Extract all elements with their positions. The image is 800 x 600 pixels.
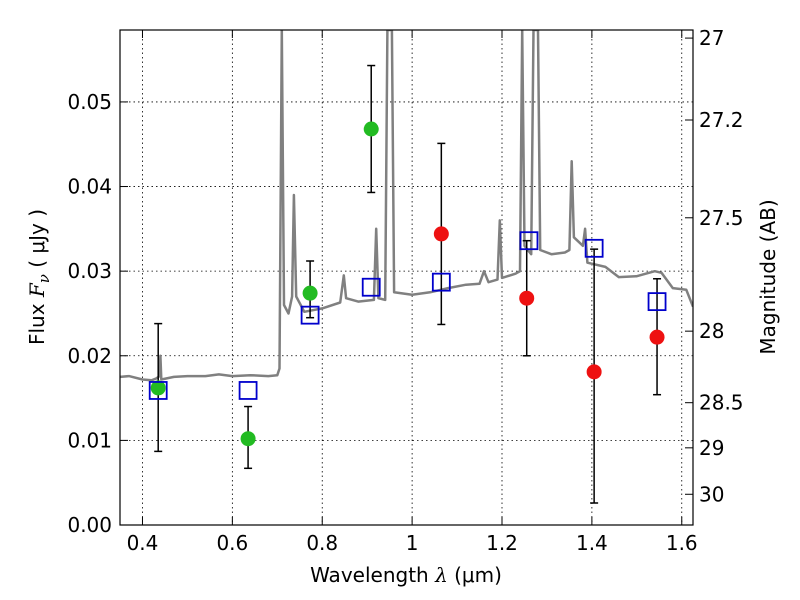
model-photometry-box — [238, 381, 258, 400]
plot-frame — [119, 29, 694, 526]
x-tick-label: 1 — [406, 531, 419, 555]
y2-axis-title: Magnitude (AB) — [756, 199, 780, 354]
data-points — [148, 121, 667, 447]
red-data-point — [433, 226, 449, 242]
x-tick-label: 0.4 — [127, 531, 159, 555]
model-photometry-box — [148, 381, 168, 400]
mag-tick-label: 29 — [699, 436, 724, 460]
green-data-point — [363, 121, 379, 137]
mag-tick-label: 27.5 — [699, 206, 744, 230]
y-tick-label: 0.04 — [67, 175, 112, 199]
x-tick-label: 1.4 — [576, 531, 608, 555]
y-tick-label: 0.00 — [67, 513, 112, 537]
x-axis-title: Wavelength λ (μm) — [310, 563, 502, 587]
x-tick-label: 1.6 — [666, 531, 698, 555]
x-tick-label: 0.6 — [216, 531, 248, 555]
y-axis-title: Flux Fν ( μJy ) — [25, 209, 53, 345]
mag-tick-label: 28.5 — [699, 391, 744, 415]
y-tick-label: 0.03 — [67, 259, 112, 283]
red-data-point — [519, 290, 535, 306]
model-photometry-box — [519, 231, 539, 251]
y-tick-label: 0.02 — [67, 344, 112, 368]
plot-data — [120, 30, 693, 504]
mag-tick-label: 30 — [699, 482, 724, 506]
green-data-point — [150, 380, 166, 396]
green-data-point — [240, 431, 256, 447]
green-data-point — [302, 285, 318, 301]
model-photometry-box — [647, 292, 667, 312]
axis-ticks: 0.4 0.6 0.8 1 1.2 1.4 1.6 0.00 0.01 0.02 0.03 0.04 0… — [67, 26, 743, 555]
x-tick-label: 0.8 — [306, 531, 338, 555]
model-photometry-box — [584, 238, 604, 258]
y-tick-label: 0.01 — [67, 428, 112, 452]
model-photometry-box — [431, 272, 451, 292]
mag-tick-label: 27 — [699, 26, 724, 50]
mag-tick-label: 27.2 — [699, 108, 744, 132]
x-tick-label: 1.2 — [486, 531, 518, 555]
red-data-point — [649, 329, 665, 345]
model-photometry-box — [300, 305, 320, 325]
red-data-point — [586, 364, 602, 380]
mag-tick-label: 28 — [699, 319, 724, 343]
y-tick-label: 0.05 — [67, 90, 112, 114]
model-photometry-box — [361, 277, 381, 297]
model-spectrum-line — [120, 30, 693, 382]
